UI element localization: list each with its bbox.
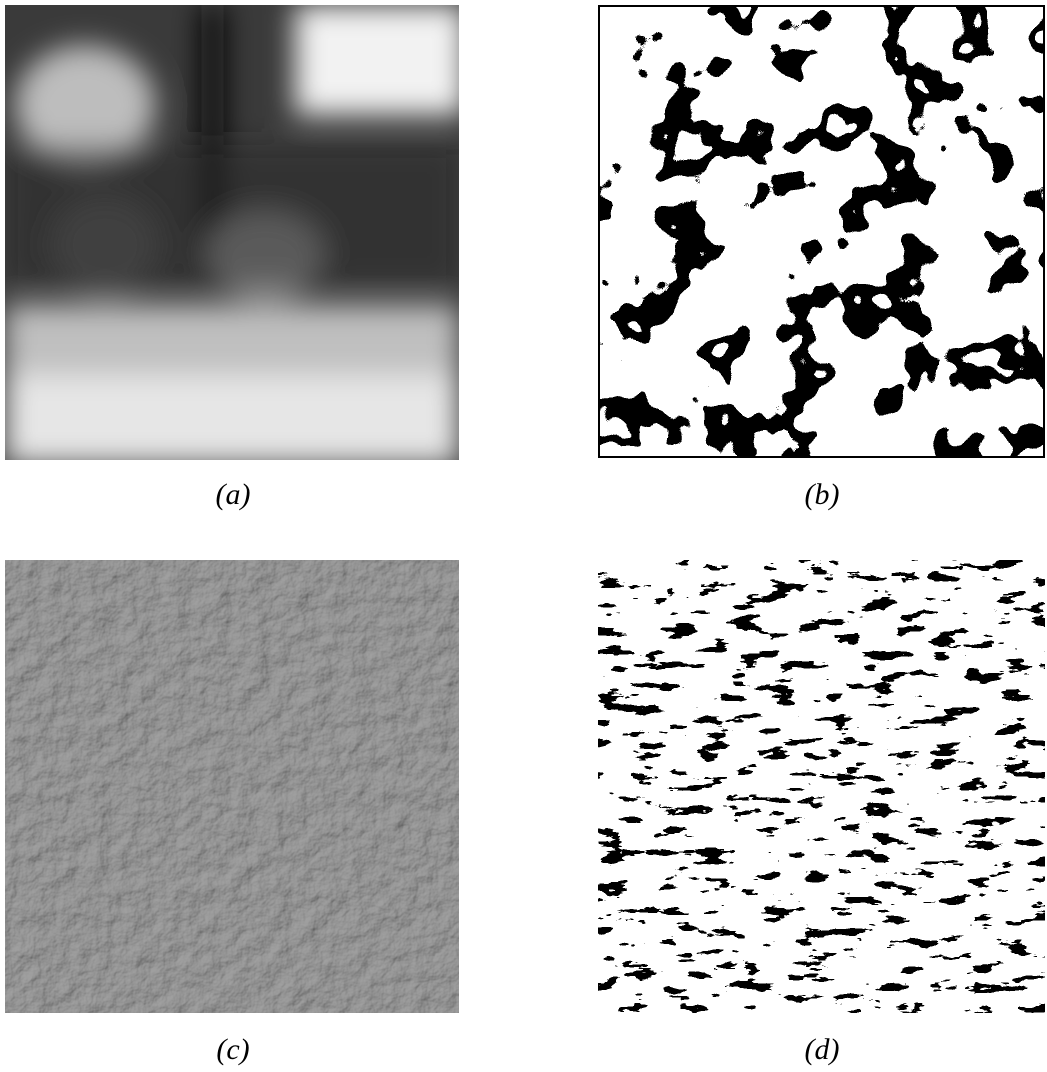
image-a [5, 5, 459, 460]
caption: (b) [804, 478, 840, 511]
caption: (c) [216, 1033, 250, 1066]
caption: (d) [804, 1033, 840, 1066]
image-c [5, 560, 459, 1013]
caption: (a) [215, 478, 251, 511]
image-d [598, 560, 1045, 1013]
image-b [598, 5, 1045, 458]
